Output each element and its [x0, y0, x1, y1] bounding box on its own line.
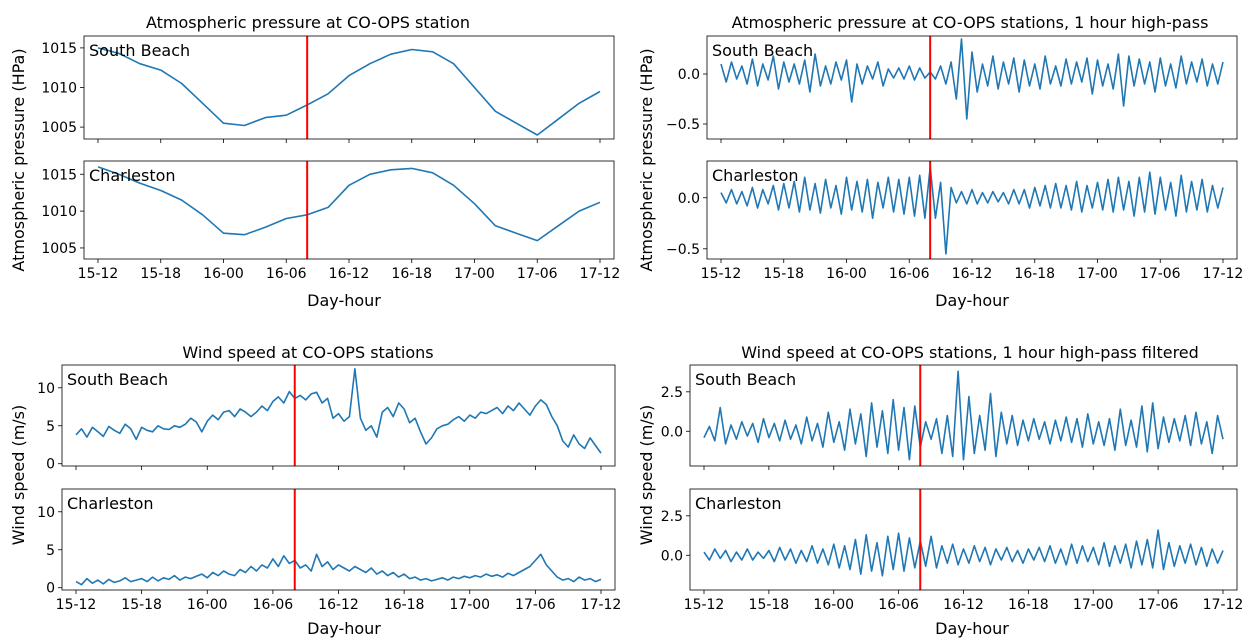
y-tick-label: −0.5	[666, 242, 700, 258]
panel-label: Charleston	[695, 494, 782, 513]
data-series-line	[75, 553, 602, 586]
x-tick-label: 17-12	[581, 597, 622, 613]
data-series-line	[97, 166, 601, 242]
x-tick-label: 16-00	[187, 597, 228, 613]
y-tick-label: 1015	[41, 41, 77, 57]
y-tick-label: 0	[46, 581, 55, 597]
y-tick-label: −0.5	[666, 117, 700, 133]
panel-charleston: Charleston 1005 1010 1015 15-12 15-18 16-00 16-…	[41, 160, 621, 282]
x-axis-label: Day-hour	[307, 619, 381, 638]
panel-label: South Beach	[712, 41, 813, 60]
x-tick-label: 16-06	[889, 266, 930, 282]
y-tick-label: 2.5	[661, 509, 683, 525]
y-tick-label: 0.0	[661, 424, 683, 440]
x-tick-label: 17-06	[1140, 266, 1181, 282]
panel-south-beach: South Beach 0 5 10	[37, 364, 616, 473]
y-tick-label: 0.0	[661, 548, 683, 564]
chart-title: Atmospheric pressure at CO-OPS station	[146, 13, 470, 32]
x-axis-label: Day-hour	[935, 619, 1009, 638]
y-axis-label: Wind speed (m/s)	[637, 405, 656, 546]
y-axis-label: Atmospheric pressure (HPa)	[637, 48, 656, 271]
x-tick-label: 16-18	[1008, 597, 1049, 613]
x-axis-label: Day-hour	[935, 291, 1009, 310]
chart-title: Atmospheric pressure at CO-OPS stations,…	[732, 13, 1209, 32]
subplot-pressure-hp: Atmospheric pressure at CO-OPS stations,…	[637, 13, 1243, 310]
x-tick-label: 16-12	[329, 266, 370, 282]
x-tick-label: 17-12	[580, 266, 621, 282]
y-tick-label: 0.0	[678, 191, 700, 207]
data-series-line	[720, 166, 1224, 255]
y-tick-label: 10	[37, 381, 55, 397]
chart-title: Wind speed at CO-OPS stations, 1 hour hi…	[741, 343, 1199, 362]
subplot-pressure: Atmospheric pressure at CO-OPS station At…	[9, 13, 620, 310]
panel-charleston: Charleston 0 5 10 15-12 15-18 16-00 16-06 16-12 1…	[37, 488, 622, 613]
x-tick-label: 15-12	[701, 266, 742, 282]
y-tick-label: 2.5	[661, 385, 683, 401]
y-axis-label: Atmospheric pressure (HPa)	[9, 48, 28, 271]
x-tick-label: 15-12	[684, 597, 725, 613]
panel-label: Charleston	[712, 166, 799, 185]
y-tick-label: 5	[46, 419, 55, 435]
subplot-wind: Wind speed at CO-OPS stations Wind speed …	[9, 343, 621, 638]
x-tick-label: 16-06	[878, 597, 919, 613]
y-tick-label: 10	[37, 505, 55, 521]
data-series-line	[703, 529, 1224, 577]
x-tick-label: 17-00	[449, 597, 490, 613]
x-tick-label: 17-12	[1203, 597, 1244, 613]
x-tick-label: 16-12	[943, 597, 984, 613]
x-tick-label: 15-18	[140, 266, 181, 282]
x-tick-label: 15-18	[763, 266, 804, 282]
x-tick-label: 17-06	[517, 266, 558, 282]
x-tick-label: 16-18	[391, 266, 432, 282]
x-tick-label: 16-06	[266, 266, 307, 282]
panel-label: Charleston	[67, 494, 154, 513]
x-tick-label: 17-06	[515, 597, 556, 613]
x-tick-label: 15-18	[121, 597, 162, 613]
x-tick-label: 15-12	[78, 266, 119, 282]
data-series-line	[720, 38, 1224, 120]
x-tick-label: 16-18	[384, 597, 425, 613]
x-tick-label: 17-12	[1203, 266, 1244, 282]
panel-south-beach: South Beach −0.5 0.0	[666, 35, 1238, 143]
y-tick-label: 1010	[41, 81, 77, 97]
x-tick-label: 17-06	[1138, 597, 1179, 613]
x-tick-label: 17-00	[1077, 266, 1118, 282]
x-tick-label: 16-12	[318, 597, 359, 613]
panel-label: South Beach	[695, 370, 796, 389]
y-tick-label: 1005	[41, 120, 77, 136]
panel-label: South Beach	[89, 41, 190, 60]
x-axis-label: Day-hour	[307, 291, 381, 310]
y-tick-label: 1015	[41, 167, 77, 183]
panel-south-beach: South Beach 0.0 2.5	[661, 364, 1238, 470]
subplot-wind-hp: Wind speed at CO-OPS stations, 1 hour hi…	[637, 343, 1243, 638]
data-series-line	[703, 370, 1224, 461]
x-tick-label: 16-06	[253, 597, 294, 613]
panel-charleston: Charleston 0.0 2.5 15-12 15-18 16-00 16-06 16-1…	[661, 488, 1244, 613]
x-tick-label: 17-00	[1073, 597, 1114, 613]
x-tick-label: 16-00	[813, 597, 854, 613]
panel-label: South Beach	[67, 370, 168, 389]
x-tick-label: 15-12	[56, 597, 97, 613]
y-tick-label: 1010	[41, 204, 77, 220]
x-tick-label: 16-18	[1014, 266, 1055, 282]
y-tick-label: 0	[46, 457, 55, 473]
x-tick-label: 16-12	[952, 266, 993, 282]
data-series-line	[75, 367, 602, 454]
data-series-line	[97, 47, 601, 136]
y-tick-label: 5	[46, 543, 55, 559]
x-tick-label: 16-00	[203, 266, 244, 282]
x-tick-label: 17-00	[454, 266, 495, 282]
chart-title: Wind speed at CO-OPS stations	[182, 343, 433, 362]
panel-south-beach: South Beach 1005 1010 1015	[41, 35, 615, 143]
x-tick-label: 16-00	[826, 266, 867, 282]
y-axis-label: Wind speed (m/s)	[9, 405, 28, 546]
panel-label: Charleston	[89, 166, 176, 185]
panel-charleston: Charleston −0.5 0.0 15-12 15-18 16-00 16-06 16-…	[666, 160, 1244, 282]
x-tick-label: 15-18	[749, 597, 790, 613]
y-tick-label: 1005	[41, 241, 77, 257]
y-tick-label: 0.0	[678, 67, 700, 83]
